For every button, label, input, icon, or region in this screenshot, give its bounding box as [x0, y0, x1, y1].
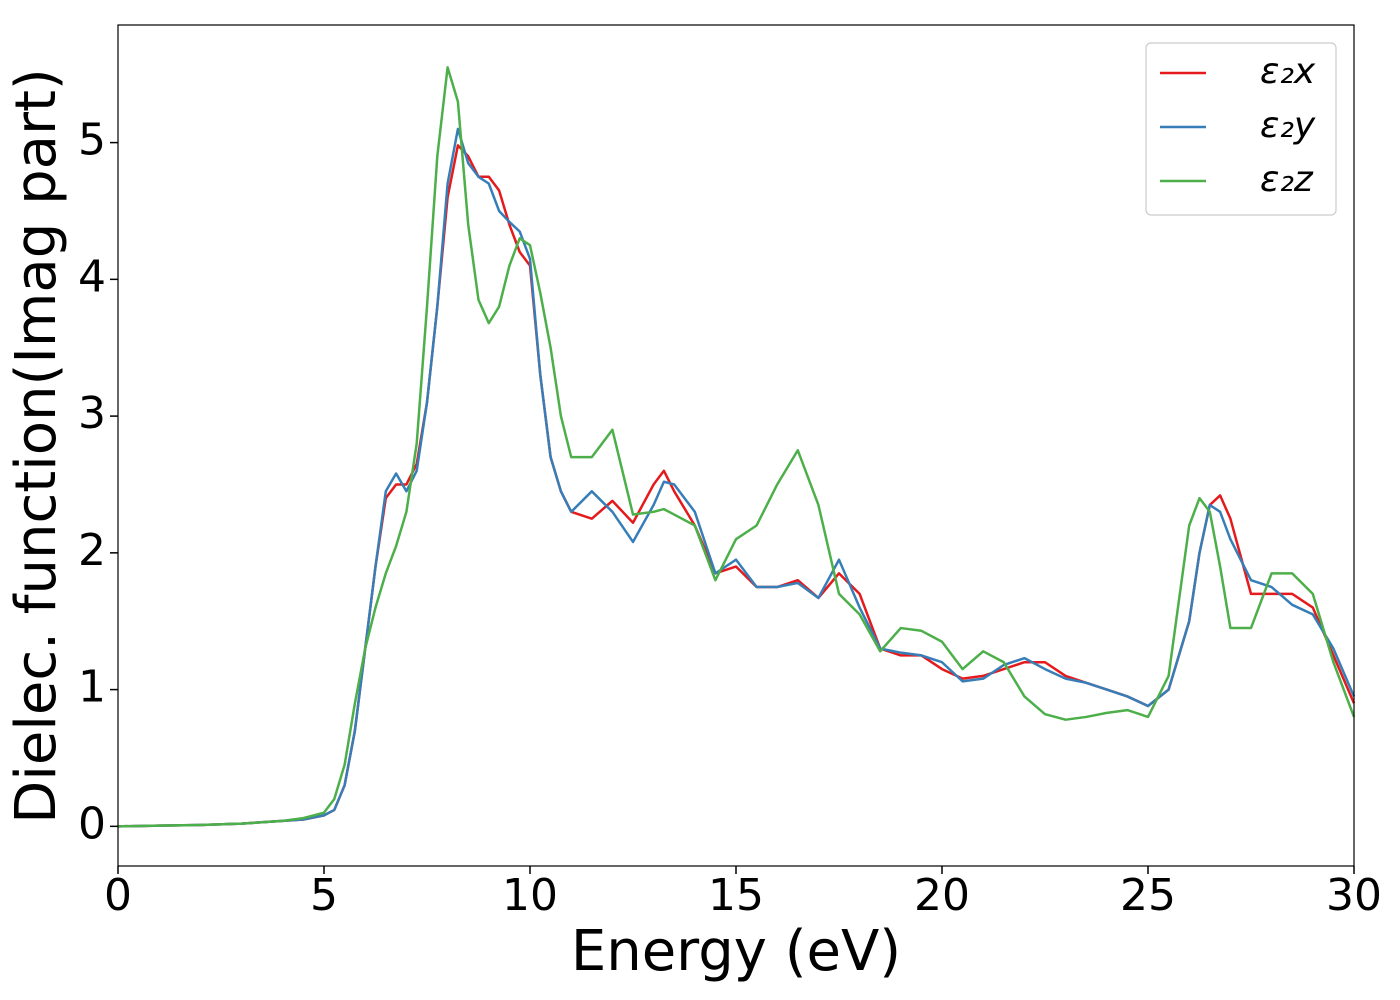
legend-label: ε₂z: [1260, 159, 1314, 200]
x-tick-label: 15: [708, 870, 764, 921]
legend-box: [1145, 42, 1337, 216]
series-line: [117, 144, 1356, 828]
y-tick-label: 0: [78, 798, 106, 849]
series-line: [117, 127, 1356, 828]
x-tick-label: 30: [1326, 870, 1382, 921]
legend-label: ε₂y: [1260, 105, 1316, 146]
y-axis-label: Dielec. function(Imag part): [4, 68, 69, 824]
y-tick-label: 4: [78, 251, 106, 302]
x-tick-label: 0: [104, 870, 132, 921]
y-tick-label: 1: [78, 662, 106, 713]
x-tick-label: 10: [502, 870, 558, 921]
plot-frame: [117, 24, 1355, 867]
legend-label: ε₂x: [1260, 51, 1316, 92]
x-tick-label: 25: [1120, 870, 1176, 921]
x-axis-label: Energy (eV): [571, 919, 901, 984]
y-tick-label: 2: [78, 525, 106, 576]
x-tick-label: 20: [914, 870, 970, 921]
y-tick-label: 5: [78, 115, 106, 166]
series-line: [117, 66, 1356, 828]
y-tick-label: 3: [78, 388, 106, 439]
x-tick-label: 5: [310, 870, 338, 921]
